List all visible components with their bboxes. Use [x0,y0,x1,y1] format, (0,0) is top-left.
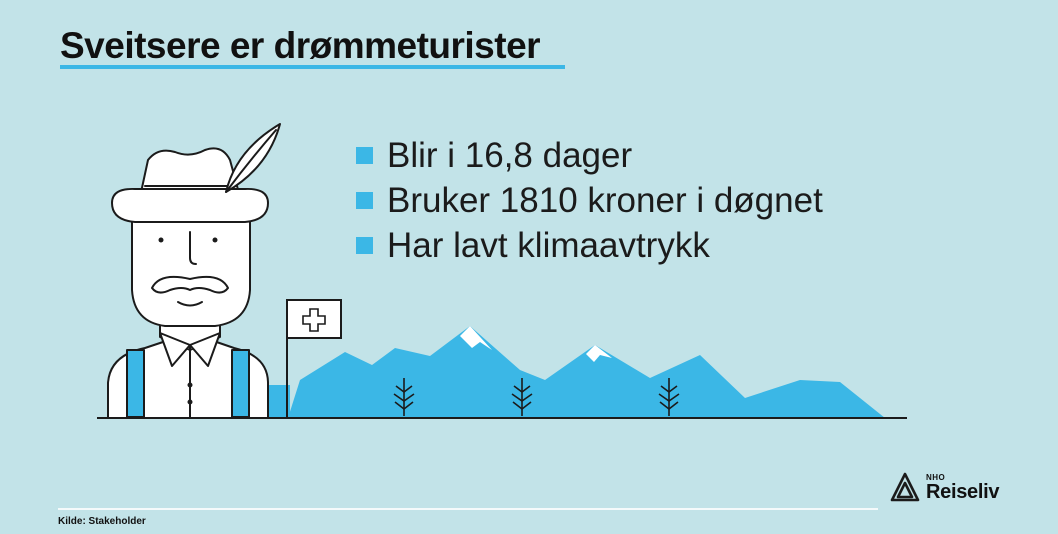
bullet-item: Blir i 16,8 dager [356,133,823,178]
source-credit: Kilde: Stakeholder [58,516,146,527]
tree-icon [393,378,415,416]
bullet-square-icon [356,147,373,164]
tree-icon [658,378,680,416]
logo-big-text: Reiseliv [926,481,1000,503]
swiss-flag-icon [286,299,342,418]
page-title: Sveitsere er drømmeturister [60,25,541,66]
swiss-tourist-icon [107,123,281,419]
bullet-text: Blir i 16,8 dager [387,135,633,175]
nho-logo-icon [890,472,920,502]
tree-icon [511,378,533,416]
title-underline [60,65,565,69]
bullet-text: Bruker 1810 kroner i døgnet [387,180,823,220]
bullet-square-icon [356,192,373,209]
bullet-item: Har lavt klimaavtrykk [356,223,823,268]
bullet-list: Blir i 16,8 dager Bruker 1810 kroner i d… [356,133,823,268]
bullet-text: Har lavt klimaavtrykk [387,225,710,265]
logo-small-text: NHO [926,473,946,482]
mountains-icon [266,326,885,418]
bullet-item: Bruker 1810 kroner i døgnet [356,178,823,223]
bullet-square-icon [356,237,373,254]
nho-reiseliv-logo: NHO Reiseliv [888,470,1000,506]
footer-line [58,508,878,510]
